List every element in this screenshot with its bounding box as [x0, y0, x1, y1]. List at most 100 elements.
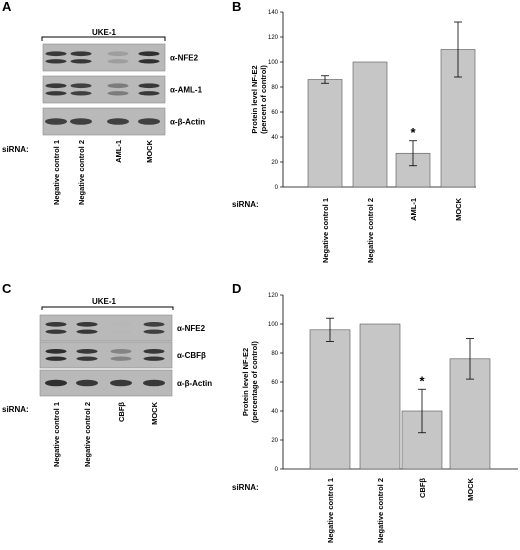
- y-tick-label: 0: [275, 185, 279, 191]
- bar-chart-b: 0 20 40 60 80 100 120 140 Protein level NF-E2 (pe…: [232, 10, 476, 263]
- blot-band: [76, 348, 98, 354]
- y-tick-label: 120: [268, 293, 279, 299]
- blot-band: [45, 379, 67, 387]
- panel-a: A UKE-1 α-NFE2 α-AML-1 α-β-Actin siRNA: Ne…: [2, 0, 205, 205]
- bar: [309, 329, 351, 470]
- y-tick-label: 20: [271, 438, 278, 444]
- blot-band: [70, 118, 92, 125]
- y-tick-label: 140: [268, 10, 279, 16]
- blot-band: [70, 83, 92, 89]
- bar-chart-d: 0 20 40 60 80 100 120 Protein level NF-E2 (perce…: [232, 293, 518, 543]
- lane-label: AML-1: [114, 140, 123, 163]
- blot-membrane: [39, 341, 173, 369]
- y-tick-label: 60: [271, 380, 278, 386]
- y-tick-label: 0: [275, 467, 279, 473]
- cell-line-label-c: UKE-1: [92, 297, 117, 306]
- cell-line-bracket-c: [41, 306, 174, 310]
- y-tick-label: 80: [271, 351, 278, 357]
- blot-band: [45, 118, 67, 125]
- significance-star: *: [410, 125, 416, 140]
- bar: [352, 61, 388, 188]
- lane-label: MOCK: [145, 139, 154, 162]
- blot-band: [45, 321, 67, 327]
- panel-letter-a: A: [2, 0, 12, 14]
- blot-antibody-label: α-NFE2: [177, 324, 206, 333]
- blot-band: [110, 379, 132, 387]
- sirna-label: siRNA:: [232, 200, 259, 209]
- blot-band: [138, 118, 160, 125]
- blot-antibody-label: α-CBFβ: [177, 351, 206, 360]
- y-axis-label: Protein level NF-E2: [241, 348, 250, 416]
- blot-band: [45, 348, 67, 354]
- blot-band: [107, 59, 129, 64]
- blot-band: [110, 329, 132, 334]
- blot-band: [107, 83, 129, 89]
- x-tick-label: Negative control 2: [366, 198, 375, 263]
- blot-band: [45, 59, 67, 64]
- blot-band: [143, 329, 165, 334]
- y-axis-label: (percentage of control): [250, 341, 259, 423]
- blot-band: [110, 321, 132, 327]
- blot-band: [107, 91, 129, 96]
- sirna-label-c: siRNA:: [2, 405, 29, 414]
- western-blots-a: α-NFE2 α-AML-1 α-β-Actin: [42, 43, 205, 136]
- x-tick-label: MOCK: [454, 197, 463, 220]
- cell-line-label-a: UKE-1: [92, 28, 117, 37]
- bar: [307, 79, 343, 188]
- x-tick-label: Negative control 2: [376, 478, 385, 543]
- lane-label: Negative control 1: [52, 140, 61, 205]
- lane-labels-a: Negative control 1 Negative control 2 AML-…: [52, 139, 154, 205]
- blot-antibody-label: α-AML-1: [170, 86, 203, 95]
- blot-band: [45, 329, 67, 334]
- blot-band: [138, 59, 160, 64]
- x-tick-label: MOCK: [466, 477, 475, 500]
- blot-band: [76, 321, 98, 327]
- sirna-label: siRNA:: [232, 483, 259, 492]
- lane-label: MOCK: [150, 401, 159, 424]
- blot-membrane: [39, 314, 173, 342]
- panel-c: C UKE-1 α-NFE2 α-CBFβ α-β-Actin siRNA: Neg…: [2, 281, 212, 467]
- blot-band: [143, 356, 165, 361]
- y-tick-label: 40: [271, 135, 278, 141]
- y-tick-label: 100: [268, 60, 279, 66]
- blot-band: [107, 118, 129, 125]
- blot-band: [70, 91, 92, 96]
- y-tick-label: 100: [268, 322, 279, 328]
- blot-band: [76, 356, 98, 361]
- blot-band: [143, 321, 165, 327]
- y-axis-label: Protein level NF-E2: [250, 65, 259, 133]
- bar: [359, 323, 401, 470]
- significance-star: *: [419, 373, 425, 388]
- blot-band: [138, 83, 160, 89]
- blot-band: [70, 59, 92, 64]
- blot-band: [76, 329, 98, 334]
- x-tick-label: Negative control 1: [321, 198, 330, 263]
- lane-label: Negative control 2: [83, 402, 92, 467]
- blot-band: [110, 348, 132, 354]
- blot-band: [143, 379, 165, 387]
- blot-band: [45, 51, 67, 57]
- blot-membrane: [42, 75, 166, 104]
- x-tick-label: Negative control 1: [326, 478, 335, 543]
- lane-label: CBFβ: [117, 402, 126, 422]
- western-blots-c: α-NFE2 α-CBFβ α-β-Actin: [39, 314, 212, 397]
- blot-band: [107, 51, 129, 57]
- blot-antibody-label: α-β-Actin: [177, 379, 212, 388]
- blot-antibody-label: α-β-Actin: [170, 118, 205, 127]
- blot-band: [45, 83, 67, 89]
- blot-band: [45, 356, 67, 361]
- blot-antibody-label: α-NFE2: [170, 54, 199, 63]
- blot-band: [70, 51, 92, 57]
- y-tick-label: 60: [271, 110, 278, 116]
- panel-d: D 0 20 40 60 80 100 120 Protein level NF-E2 (per…: [232, 281, 518, 543]
- sirna-label-a: siRNA:: [2, 145, 29, 154]
- blot-band: [138, 91, 160, 96]
- blot-band: [45, 91, 67, 96]
- blot-band: [110, 356, 132, 361]
- panel-letter-b: B: [232, 0, 241, 14]
- blot-membrane: [42, 43, 166, 72]
- blot-band: [138, 51, 160, 57]
- y-tick-label: 20: [271, 160, 278, 166]
- panel-b: B 0 20 40 60 80 100 120 140 Protein level NF-E2(…: [232, 0, 476, 263]
